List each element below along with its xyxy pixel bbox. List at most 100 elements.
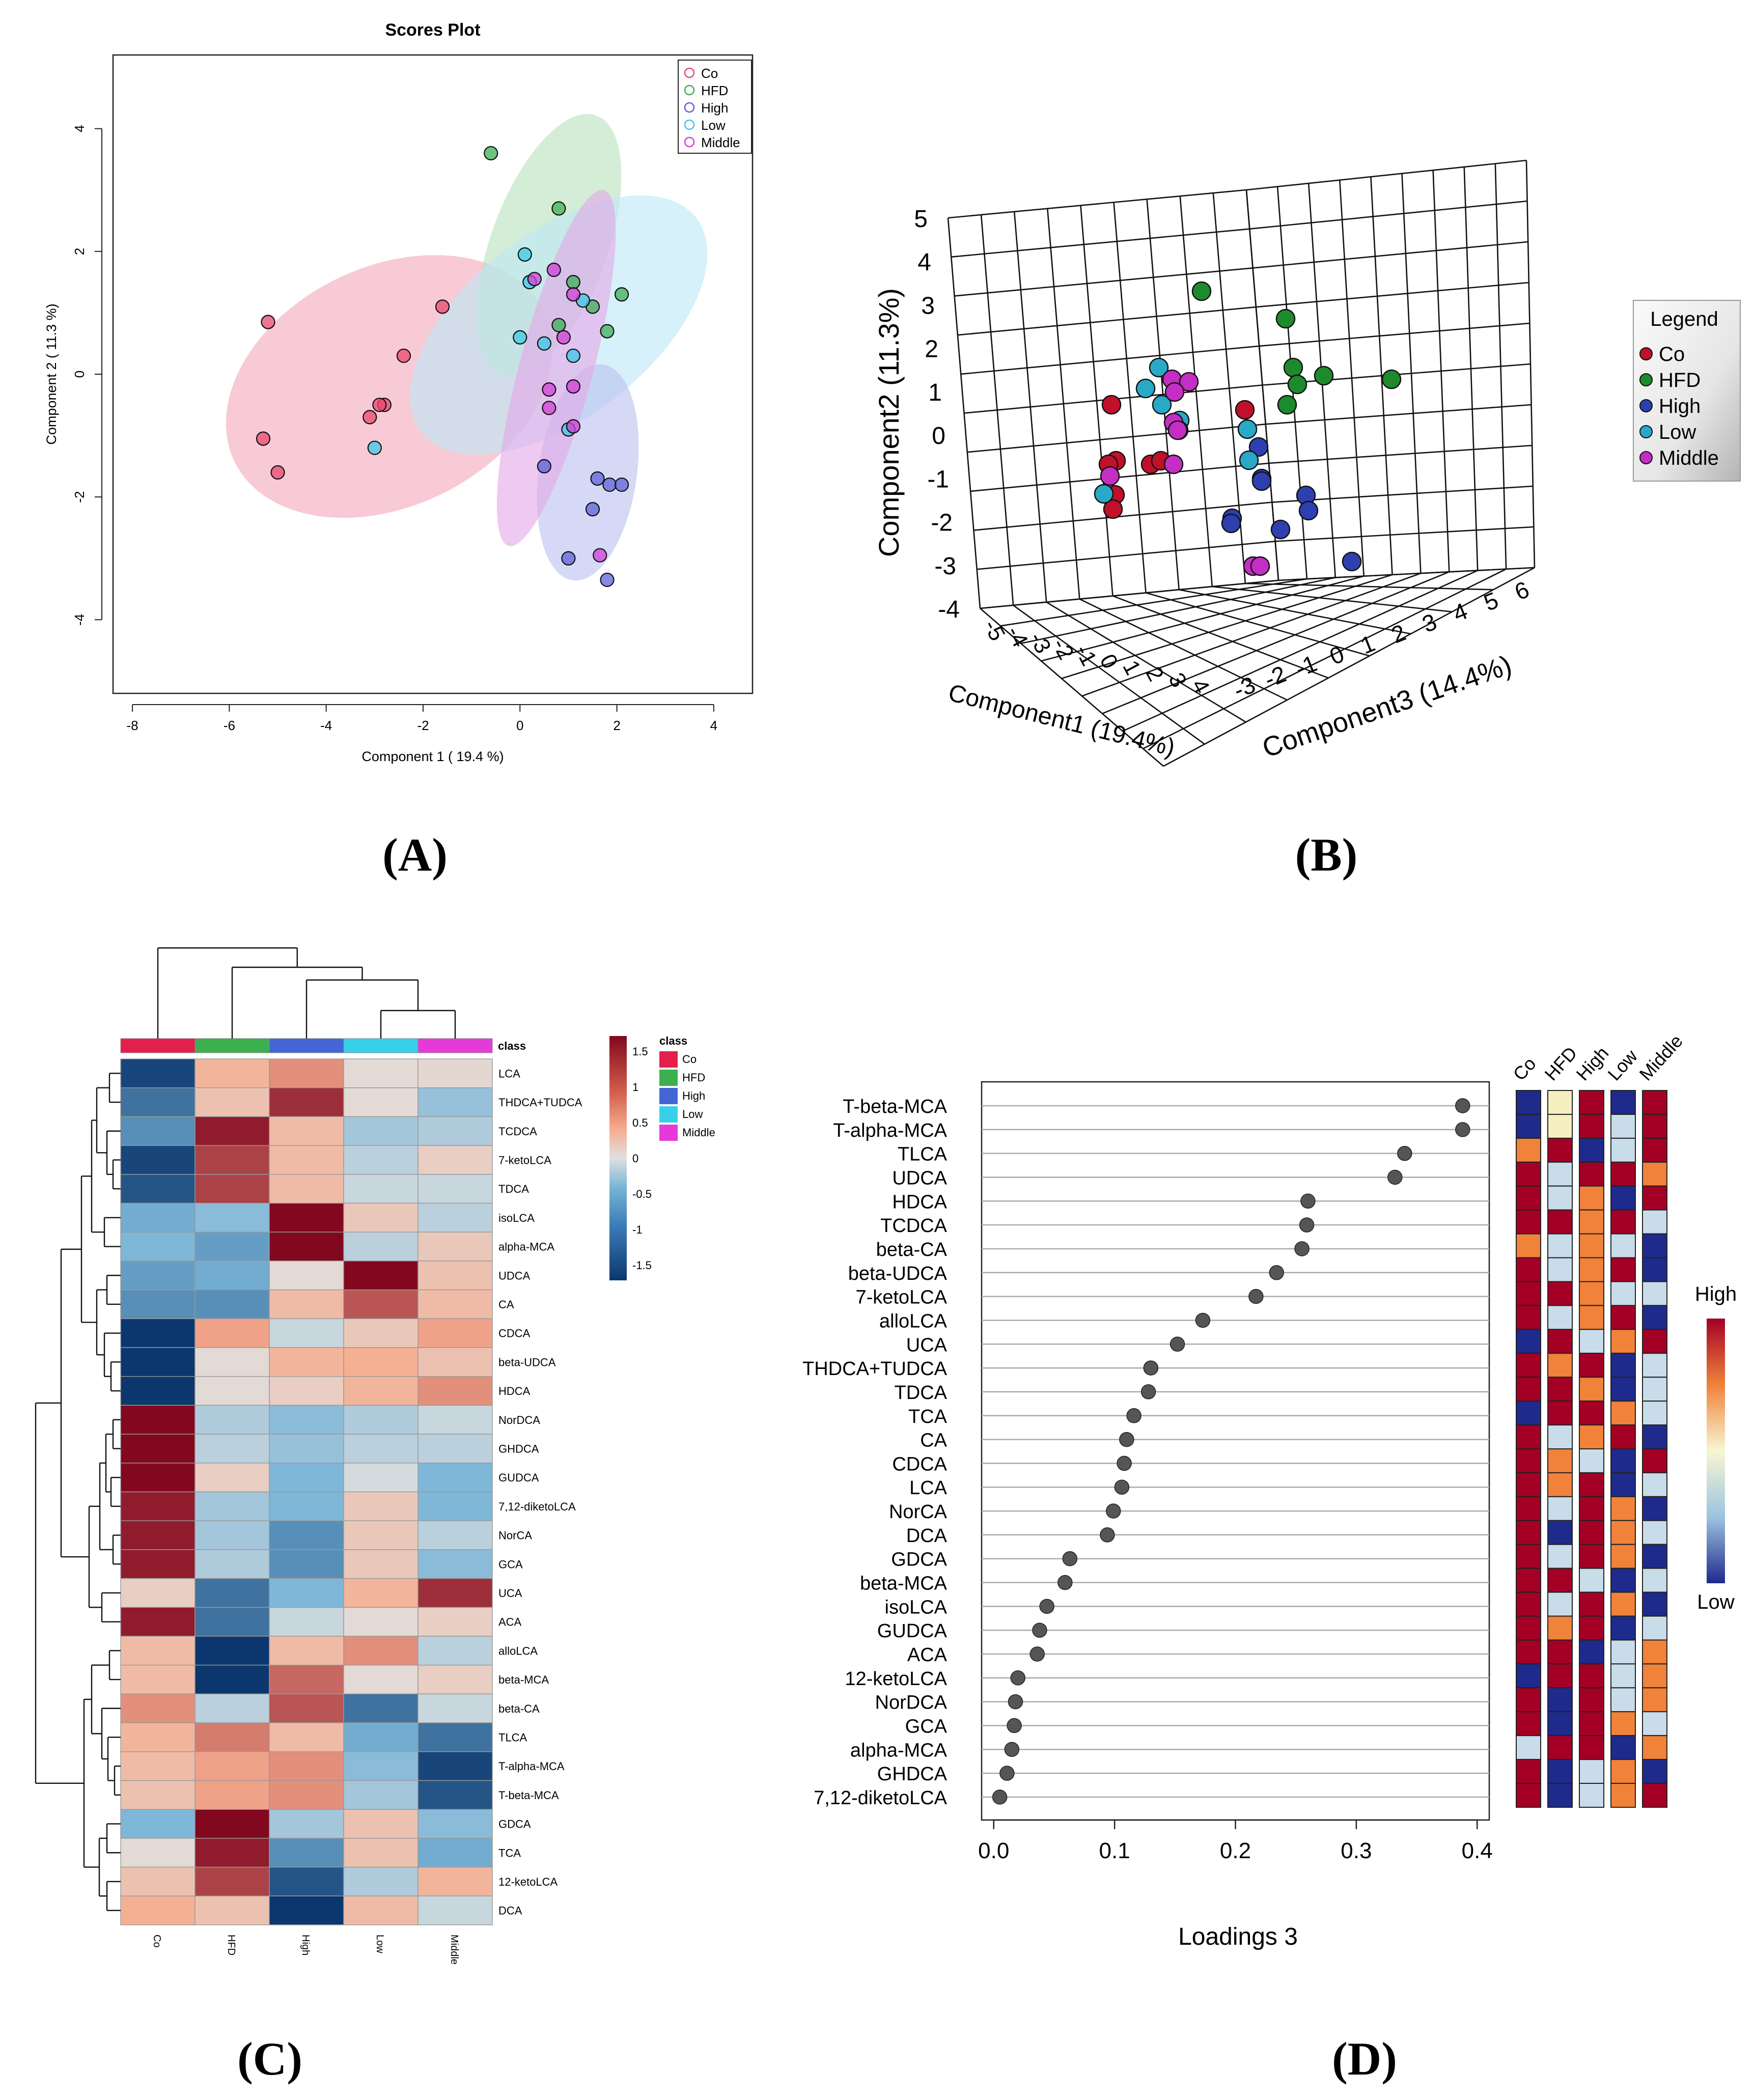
heatmap-cell bbox=[343, 1722, 419, 1752]
data-point-hfd bbox=[566, 275, 581, 290]
heatmap-cell bbox=[417, 1838, 493, 1868]
heatmap-cell bbox=[194, 1751, 270, 1781]
grid-cell bbox=[1610, 1759, 1636, 1784]
grid-line bbox=[948, 189, 1247, 219]
grid-cell bbox=[1610, 1090, 1636, 1115]
heatmap-cell bbox=[269, 1405, 344, 1435]
row-label: UDCA bbox=[498, 1269, 531, 1282]
colorbar-tick-label: 0.5 bbox=[632, 1116, 648, 1129]
class-legend-title: class bbox=[659, 1034, 687, 1047]
heatmap-cell bbox=[417, 1116, 493, 1146]
grid-cell bbox=[1642, 1544, 1667, 1569]
heatmap-cell bbox=[194, 1318, 270, 1348]
grid-cell bbox=[1516, 1401, 1541, 1426]
heatmap-cell bbox=[194, 1780, 270, 1810]
data-point-co bbox=[261, 315, 275, 329]
feature-label: 7,12-diketoLCA bbox=[814, 1787, 948, 1809]
legend-label-hfd: HFD bbox=[1659, 369, 1701, 391]
heatmap-cell bbox=[417, 1809, 493, 1839]
grid-cell bbox=[1516, 1329, 1541, 1354]
feature-label: HDCA bbox=[892, 1191, 947, 1213]
heatmap-cell bbox=[343, 1116, 419, 1146]
row-label: alloLCA bbox=[498, 1644, 538, 1657]
data-point-high bbox=[561, 551, 576, 566]
loading-point bbox=[1119, 1432, 1134, 1447]
colorbar-tick-label: 0 bbox=[632, 1152, 638, 1165]
loading-point bbox=[1387, 1169, 1403, 1185]
loading-point bbox=[1057, 1575, 1073, 1590]
heatmap-cell bbox=[120, 1145, 196, 1175]
z2-tick-label: 0 bbox=[932, 423, 945, 450]
grid-cell bbox=[1516, 1233, 1541, 1258]
data-point-middle bbox=[593, 548, 607, 563]
heatmap-cell bbox=[120, 1722, 196, 1752]
heatmap-cell bbox=[343, 1895, 419, 1925]
point-middle bbox=[1250, 556, 1270, 576]
heatmap-cell bbox=[417, 1261, 493, 1291]
row-label: THDCA+TUDCA bbox=[498, 1096, 582, 1109]
x-tick-label: -6 bbox=[224, 718, 235, 733]
row-label: CDCA bbox=[498, 1327, 531, 1340]
row-label: LCA bbox=[498, 1067, 520, 1080]
point-middle bbox=[1164, 382, 1185, 402]
data-point-middle bbox=[556, 330, 571, 345]
grid-cell bbox=[1642, 1687, 1667, 1713]
heatmap-cell bbox=[120, 1838, 196, 1868]
grid-cell bbox=[1610, 1209, 1636, 1235]
heatmap-cell bbox=[343, 1174, 419, 1204]
grid-cell bbox=[1516, 1663, 1541, 1689]
point-hfd bbox=[1287, 374, 1307, 395]
data-point-high bbox=[602, 477, 617, 492]
heatmap-cell bbox=[194, 1347, 270, 1377]
heatmap-cell bbox=[269, 1491, 344, 1521]
point-co bbox=[1103, 499, 1123, 519]
x-tick-label: 0 bbox=[516, 718, 523, 733]
grid-cell bbox=[1516, 1161, 1541, 1187]
heatmap-cell bbox=[269, 1174, 344, 1204]
grid-cell bbox=[1516, 1615, 1541, 1641]
grid-cell bbox=[1579, 1472, 1604, 1497]
heatmap-cell bbox=[417, 1607, 493, 1637]
point-high bbox=[1251, 471, 1272, 491]
data-point-high bbox=[585, 502, 600, 517]
grid-cell bbox=[1579, 1233, 1604, 1258]
heatmap-cell bbox=[343, 1491, 419, 1521]
feature-label: NorCA bbox=[889, 1501, 948, 1523]
point-low bbox=[1237, 419, 1258, 439]
grid-cell bbox=[1516, 1783, 1541, 1808]
heatmap-cell bbox=[120, 1347, 196, 1377]
grid-cell bbox=[1579, 1639, 1604, 1665]
feature-label: TCDCA bbox=[880, 1215, 948, 1237]
loading-point bbox=[1114, 1479, 1130, 1495]
grid-line bbox=[967, 423, 1266, 453]
grid-cell bbox=[1516, 1591, 1541, 1617]
heatmap-cell bbox=[269, 1058, 344, 1088]
loading-point bbox=[1170, 1336, 1185, 1352]
grid-line bbox=[1265, 404, 1532, 425]
grid-line bbox=[1000, 578, 1307, 627]
feature-label: TLCA bbox=[898, 1144, 948, 1165]
class-legend-label-middle: Middle bbox=[682, 1126, 715, 1139]
heatmap-cell bbox=[194, 1895, 270, 1925]
panel-a-caption: (A) bbox=[382, 829, 448, 881]
heatmap-cell bbox=[120, 1116, 196, 1146]
heatmap-cell bbox=[269, 1636, 344, 1666]
data-point-middle bbox=[566, 287, 581, 302]
heatmap-cell bbox=[269, 1347, 344, 1377]
data-point-high bbox=[537, 459, 551, 473]
colorbar-tick-label: 1 bbox=[632, 1081, 638, 1094]
loading-point bbox=[1105, 1503, 1121, 1519]
class-legend-swatch-co bbox=[659, 1051, 678, 1068]
grid-cell bbox=[1642, 1329, 1667, 1354]
feature-label: UCA bbox=[906, 1334, 948, 1356]
grid-cell bbox=[1579, 1090, 1604, 1115]
panel-a-scores-plot: Scores Plot -8 -6 -4 -2 0 2 4 Component 1 ( 19.4… bbox=[44, 20, 754, 764]
grid-cell bbox=[1610, 1711, 1636, 1737]
heatmap-cell bbox=[194, 1116, 270, 1146]
heatmap-cell bbox=[120, 1491, 196, 1521]
loading-point bbox=[1455, 1098, 1470, 1113]
legend-marker-middle bbox=[1639, 451, 1653, 464]
row-label: beta-UDCA bbox=[498, 1356, 556, 1368]
heatmap-cell bbox=[343, 1520, 419, 1550]
